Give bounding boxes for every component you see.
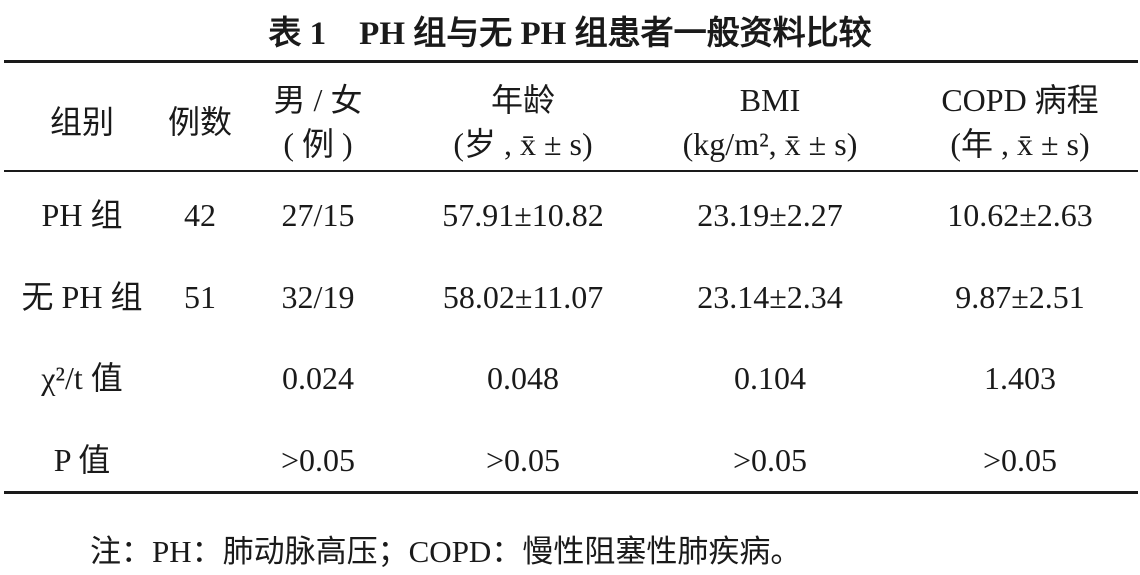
table-cell: >0.05: [982, 442, 1058, 478]
table-cell: 23.14±2.34: [697, 279, 843, 315]
table-cell: >0.05: [280, 442, 356, 478]
table-cell: 51: [184, 279, 216, 315]
table-cell: 58.02±11.07: [442, 279, 604, 315]
table-cell: 0.104: [734, 360, 806, 396]
header-cell: 年龄: [490, 82, 556, 118]
header-cell: (年 , x̄ ± s): [950, 126, 1090, 162]
header-cell: 例数: [167, 104, 233, 140]
bottom-rule: [4, 491, 1138, 494]
table-title: 表 1 PH 组与无 PH 组患者一般资料比较: [268, 16, 872, 52]
header-cell: ( 例 ): [283, 126, 353, 162]
table-cell: 1.403: [984, 360, 1056, 396]
header-cell: 男 / 女: [273, 82, 363, 118]
table-cell: 42: [184, 197, 216, 233]
header-cell: (kg/m², x̄ ± s): [682, 126, 858, 162]
table-cell: 10.62±2.63: [947, 197, 1093, 233]
table-cell: 32/19: [281, 279, 355, 315]
row-label: P 值: [53, 442, 111, 478]
row-label: χ²/t 值: [41, 360, 123, 396]
header-cell: 组别: [49, 104, 115, 140]
table-cell: 0.048: [487, 360, 559, 396]
table-cell: >0.05: [732, 442, 808, 478]
header-cell: BMI: [739, 82, 801, 118]
table-cell: 0.024: [282, 360, 354, 396]
table-cell: 23.19±2.27: [697, 197, 843, 233]
header-cell: (岁 , x̄ ± s): [453, 126, 593, 162]
header-cell: COPD 病程: [941, 82, 1099, 118]
top-rule: [4, 60, 1138, 63]
table-cell: >0.05: [485, 442, 561, 478]
table-note: 注：PH：肺动脉高压；COPD：慢性阻塞性肺疾病。: [90, 534, 802, 569]
table-cell: 9.87±2.51: [955, 279, 1085, 315]
row-label: PH 组: [41, 197, 123, 233]
table-cell: 57.91±10.82: [442, 197, 604, 233]
header-rule: [4, 170, 1138, 172]
table-cell: 27/15: [281, 197, 355, 233]
row-label: 无 PH 组: [21, 279, 143, 315]
